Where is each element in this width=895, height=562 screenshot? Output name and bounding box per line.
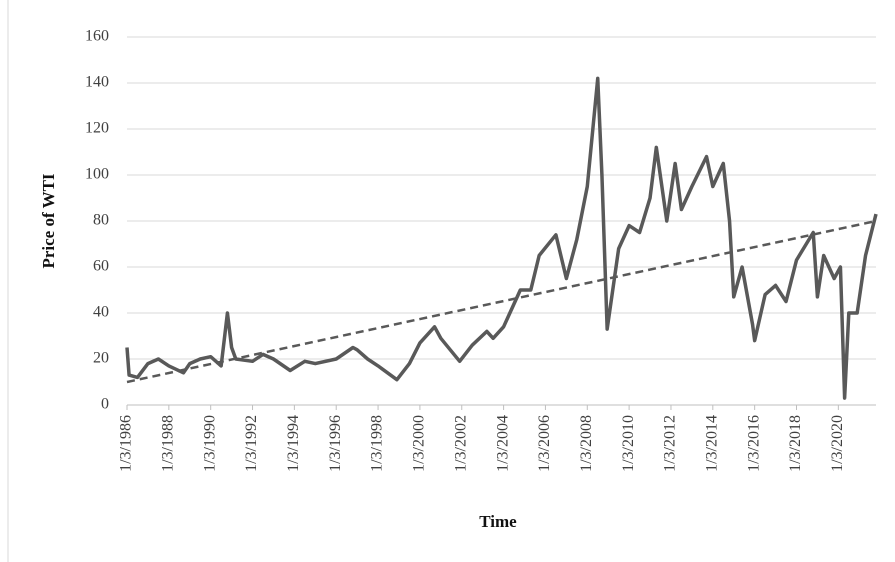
trend-line (126, 219, 877, 384)
y-tick-label: 0 (101, 396, 109, 413)
x-tick-label: 1/3/2010 (620, 415, 637, 472)
x-tick-label: 1/3/1990 (201, 415, 218, 472)
y-tick-label: 120 (85, 120, 109, 137)
y-tick-label: 80 (93, 212, 109, 229)
x-tick-label: 1/3/1994 (285, 415, 302, 472)
y-axis-title: Price of WTI (39, 173, 58, 268)
x-tick-label: 1/3/2000 (411, 415, 428, 472)
x-tick-label: 1/3/1998 (369, 415, 386, 472)
x-tick-label: 1/3/2018 (787, 415, 804, 472)
x-tick-label: 1/3/2020 (829, 415, 846, 472)
y-tick-label: 40 (93, 304, 109, 321)
x-tick-label: 1/3/2016 (745, 415, 762, 472)
x-axis-title: Time (479, 512, 517, 531)
x-tick-label: 1/3/2008 (578, 415, 595, 472)
x-tick-label: 1/3/1988 (160, 415, 177, 472)
x-tick-label: 1/3/1986 (118, 415, 135, 472)
y-tick-label: 100 (85, 166, 109, 183)
price-line (125, 76, 878, 400)
y-tick-label: 20 (93, 350, 109, 367)
x-tick-label: 1/3/1996 (327, 415, 344, 472)
x-tick-label: 1/3/1992 (243, 415, 260, 472)
x-tick-label: 1/3/2002 (452, 415, 469, 472)
y-tick-label: 60 (93, 258, 109, 275)
x-tick-label: 1/3/2004 (494, 415, 511, 472)
y-tick-label: 160 (85, 28, 109, 45)
y-tick-label: 140 (85, 74, 109, 91)
x-tick-label: 1/3/2012 (662, 415, 679, 472)
x-tick-label: 1/3/2006 (536, 415, 553, 472)
x-tick-label: 1/3/2014 (703, 415, 720, 472)
